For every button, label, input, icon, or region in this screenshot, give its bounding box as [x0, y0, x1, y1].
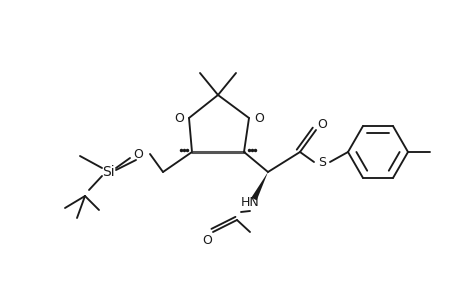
Text: O: O — [253, 112, 263, 124]
Text: O: O — [174, 112, 184, 124]
Text: O: O — [202, 233, 212, 247]
Text: HN: HN — [240, 196, 259, 209]
Text: O: O — [316, 118, 326, 130]
Text: Si: Si — [101, 165, 114, 179]
Text: O: O — [133, 148, 143, 160]
Polygon shape — [251, 172, 268, 200]
Text: S: S — [317, 155, 325, 169]
